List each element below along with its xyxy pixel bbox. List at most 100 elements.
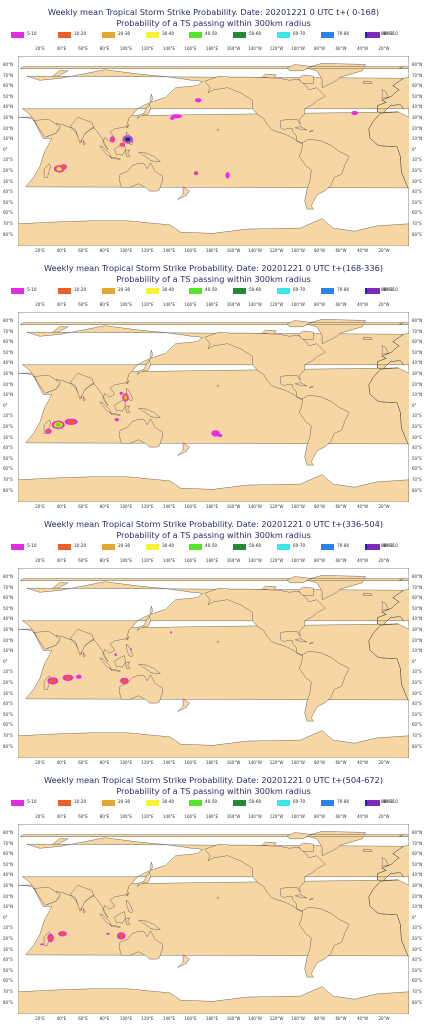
legend-swatch (11, 800, 24, 806)
lat-tick-label: 70°N (3, 328, 14, 334)
lat-tick-label: 30°N (3, 627, 14, 632)
legend-label: 40-50 (205, 543, 218, 548)
lon-tick-label: 20°E (35, 248, 45, 253)
land-ellesmere (287, 832, 312, 839)
probability-area (122, 135, 134, 144)
probability-area (211, 430, 221, 437)
lat-tick-label: 10°S (3, 157, 13, 163)
lat-tick-label: 30°N (3, 115, 14, 120)
probability-contour (55, 422, 62, 427)
world-map (18, 568, 409, 758)
probability-area (122, 393, 129, 402)
lat-tick-label: 30°S (412, 434, 422, 440)
lat-tick-label: 10°S (412, 157, 422, 163)
lat-tick-label: 30°N (3, 883, 14, 888)
panel-subtitle: Probability of a TS passing within 300km… (116, 274, 311, 284)
legend-label: 70-80 (337, 799, 350, 804)
lat-tick-label: 20°N (412, 125, 423, 131)
land-arabia (34, 119, 61, 138)
probability-area (58, 931, 67, 937)
legend-label: 5-10 (27, 799, 37, 804)
land-sri-lanka (83, 396, 86, 401)
lat-tick-label: 20°N (412, 637, 423, 643)
lon-tick-label: 40°E (56, 248, 67, 253)
probability-contour (194, 171, 198, 175)
lon-tick-label: 60°W (335, 248, 347, 253)
lat-tick-label: 20°S (412, 936, 422, 941)
lon-tick-label: 120°E (141, 814, 154, 819)
legend-swatch (321, 800, 334, 806)
probability-contour (120, 143, 125, 147)
land-britain (381, 601, 389, 611)
lat-tick-label: 10°S (3, 925, 13, 931)
land-hispaniola (308, 897, 314, 901)
lat-tick-label: 80°N (3, 318, 14, 323)
land-new-guinea (138, 407, 161, 418)
lon-tick-label: 80°W (313, 814, 326, 819)
land-japan (137, 359, 151, 375)
world-map (18, 312, 409, 502)
lon-tick-label: 100°W (291, 46, 305, 51)
lon-tick-label: 180°E (205, 760, 219, 765)
lon-tick-label: 80°E (99, 248, 110, 253)
land-taiwan (126, 380, 129, 384)
legend-swatch (233, 544, 246, 550)
land-south-america (299, 907, 350, 978)
lat-tick-label: 80°S (412, 487, 422, 493)
land-svalbard (20, 66, 409, 69)
legend-label: 30-40 (162, 31, 175, 36)
lat-tick-label: 20°N (412, 381, 423, 387)
lon-tick-label: 160°E (184, 760, 197, 765)
lon-tick-label: 60°W (335, 558, 347, 563)
land-sri-lanka (83, 140, 86, 145)
probability-area (120, 677, 129, 685)
legend-label: 20-30 (118, 799, 131, 804)
lat-tick-label: 80°S (3, 231, 13, 237)
land-greenland (305, 575, 366, 600)
lat-tick-label: 30°S (3, 178, 13, 184)
legend-swatch (233, 32, 246, 38)
legend-label: 20-30 (118, 287, 131, 292)
lat-tick-label: 40°S (3, 445, 13, 451)
lon-tick-label: 60°E (78, 248, 88, 253)
lat-tick-label: 50°S (3, 967, 13, 973)
probability-contour (211, 430, 221, 437)
lat-tick-label: 30°S (3, 434, 13, 440)
lat-tick-label: 60°N (3, 339, 14, 345)
probability-area (40, 943, 44, 946)
lat-tick-label: 20°S (412, 168, 422, 173)
lon-tick-label: 60°E (78, 558, 88, 563)
land-sulawesi (125, 149, 131, 157)
lat-tick-label: 50°N (412, 93, 423, 99)
lat-tick-label: 50°S (3, 455, 13, 461)
land-greenland (305, 319, 366, 344)
probability-area (76, 674, 82, 679)
lat-tick-label: 30°N (3, 371, 14, 376)
land-java (110, 413, 121, 416)
lat-tick-label: 80°N (412, 318, 423, 323)
lon-tick-label: 140°E (162, 248, 176, 253)
lon-tick-label: 140°W (248, 760, 262, 765)
probability-contour (118, 933, 124, 939)
lon-tick-label: 100°E (119, 46, 133, 51)
world-map (18, 824, 409, 1014)
lon-tick-label: 180°E (205, 558, 219, 563)
land-india (69, 117, 95, 143)
lon-tick-label: 140°E (162, 814, 176, 819)
lon-tick-label: 40°E (56, 302, 67, 307)
lon-tick-label: 140°W (248, 1016, 262, 1021)
lon-tick-label: 160°W (226, 558, 241, 563)
lon-tick-label: 180°E (205, 504, 219, 509)
lon-tick-label: 160°E (184, 814, 197, 819)
probability-contour (121, 678, 128, 683)
lon-tick-label: 140°E (162, 504, 176, 509)
lat-tick-label: 80°S (3, 487, 13, 493)
lon-tick-label: 80°E (99, 1016, 110, 1021)
legend-swatch (58, 288, 71, 294)
land-borneo (114, 399, 126, 412)
probability-contour (114, 418, 119, 422)
lat-tick-label: 0° (3, 402, 8, 408)
lon-tick-label: 160°E (184, 248, 197, 253)
lat-tick-label: 80°N (3, 830, 14, 835)
probability-contour (351, 110, 358, 116)
